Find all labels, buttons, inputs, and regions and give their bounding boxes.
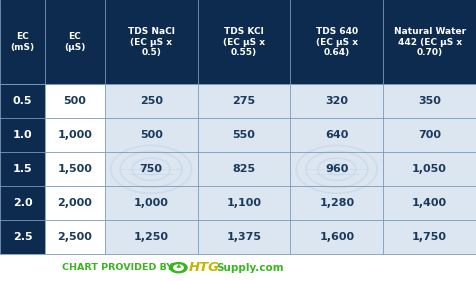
Bar xyxy=(383,220,476,254)
Bar xyxy=(0,220,45,254)
Text: 2,000: 2,000 xyxy=(58,198,92,208)
Bar xyxy=(290,220,383,254)
Text: 250: 250 xyxy=(139,96,163,106)
Bar xyxy=(45,186,105,220)
Circle shape xyxy=(174,265,183,270)
Text: 1,500: 1,500 xyxy=(58,164,92,174)
Bar xyxy=(290,152,383,186)
Text: 2,500: 2,500 xyxy=(58,232,92,242)
Text: 350: 350 xyxy=(418,96,441,106)
Text: Supply.com: Supply.com xyxy=(217,263,284,273)
Text: 1,250: 1,250 xyxy=(134,232,169,242)
Bar xyxy=(383,152,476,186)
Text: 2.5: 2.5 xyxy=(13,232,32,242)
Text: 750: 750 xyxy=(139,164,163,174)
Bar xyxy=(105,118,198,152)
Text: TDS NaCl
(EC μS x
0.5): TDS NaCl (EC μS x 0.5) xyxy=(128,27,175,57)
Bar xyxy=(45,220,105,254)
Text: 550: 550 xyxy=(232,130,256,140)
Bar xyxy=(105,220,198,254)
Bar xyxy=(105,152,198,186)
Text: 1,000: 1,000 xyxy=(134,198,169,208)
Text: ♣: ♣ xyxy=(176,265,181,270)
Bar xyxy=(0,254,476,281)
Text: 1,400: 1,400 xyxy=(412,198,447,208)
Bar xyxy=(45,84,105,118)
Text: 500: 500 xyxy=(63,96,87,106)
Bar xyxy=(0,118,45,152)
Bar xyxy=(45,152,105,186)
Text: 1.5: 1.5 xyxy=(13,164,32,174)
Bar xyxy=(45,0,105,84)
Text: 1,600: 1,600 xyxy=(319,232,354,242)
Text: 640: 640 xyxy=(325,130,348,140)
Text: 0.5: 0.5 xyxy=(13,96,32,106)
Text: 1.0: 1.0 xyxy=(13,130,32,140)
Bar xyxy=(0,84,45,118)
Bar xyxy=(45,118,105,152)
Text: 320: 320 xyxy=(325,96,348,106)
Text: 1,050: 1,050 xyxy=(412,164,447,174)
Text: 1,280: 1,280 xyxy=(319,198,354,208)
Bar xyxy=(290,84,383,118)
Text: 2.0: 2.0 xyxy=(13,198,32,208)
Text: Natural Water
442 (EC μS x
0.70): Natural Water 442 (EC μS x 0.70) xyxy=(394,27,466,57)
Text: 700: 700 xyxy=(418,130,441,140)
Text: 275: 275 xyxy=(232,96,256,106)
Text: 1,375: 1,375 xyxy=(227,232,261,242)
Circle shape xyxy=(170,262,187,273)
Bar xyxy=(0,0,45,84)
Bar xyxy=(0,186,45,220)
Bar xyxy=(383,0,476,84)
Text: HTG: HTG xyxy=(189,261,220,274)
Bar xyxy=(198,118,290,152)
Bar xyxy=(198,152,290,186)
Bar xyxy=(290,0,383,84)
Text: 1,750: 1,750 xyxy=(412,232,447,242)
Text: 960: 960 xyxy=(325,164,348,174)
Bar xyxy=(105,0,198,84)
Bar xyxy=(198,186,290,220)
Text: 500: 500 xyxy=(139,130,163,140)
Bar xyxy=(198,0,290,84)
Bar xyxy=(383,186,476,220)
Text: CHART PROVIDED BY: CHART PROVIDED BY xyxy=(62,263,176,272)
Text: 1,100: 1,100 xyxy=(227,198,261,208)
Bar xyxy=(383,118,476,152)
Bar xyxy=(105,186,198,220)
Bar xyxy=(198,220,290,254)
Text: 825: 825 xyxy=(232,164,256,174)
Bar xyxy=(0,152,45,186)
Bar xyxy=(105,84,198,118)
Text: 1,000: 1,000 xyxy=(58,130,92,140)
Text: TDS KCl
(EC μS x
0.55): TDS KCl (EC μS x 0.55) xyxy=(223,27,265,57)
Bar xyxy=(290,118,383,152)
Bar xyxy=(198,84,290,118)
Text: EC
(mS): EC (mS) xyxy=(10,32,35,52)
Text: EC
(μS): EC (μS) xyxy=(64,32,86,52)
Text: TDS 640
(EC μS x
0.64): TDS 640 (EC μS x 0.64) xyxy=(316,27,358,57)
Bar xyxy=(383,84,476,118)
Bar xyxy=(290,186,383,220)
